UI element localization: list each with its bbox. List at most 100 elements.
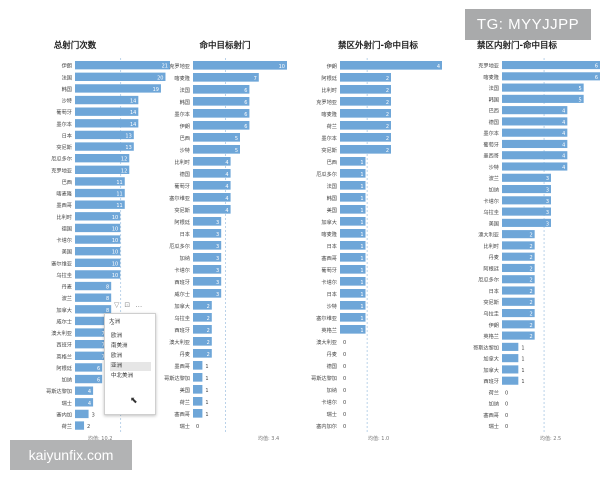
data-label: 1 (360, 280, 363, 286)
data-label: 14 (130, 99, 136, 105)
bar (340, 277, 366, 286)
bar (340, 85, 391, 94)
category-label: 墨尔本 (56, 120, 72, 128)
data-label: 1 (205, 376, 208, 382)
data-label: 11 (116, 192, 122, 198)
category-label: 沙特 (489, 163, 499, 171)
category-label: 葡萄牙 (321, 266, 337, 274)
bar (193, 373, 203, 382)
category-label: 日本 (327, 290, 337, 298)
data-label: 3 (216, 244, 219, 250)
category-label: 荷兰 (489, 388, 499, 396)
bar (340, 157, 366, 166)
data-label: 7 (101, 343, 104, 349)
bar (75, 130, 134, 140)
category-label: 澳大利亚 (169, 338, 190, 346)
category-label: 加纳 (489, 185, 499, 193)
bar (502, 309, 535, 318)
data-label: 3 (546, 221, 549, 227)
data-label: 1 (205, 400, 208, 406)
data-label: 5 (578, 86, 581, 92)
bar (502, 196, 551, 205)
bar (193, 61, 287, 70)
bar (75, 61, 170, 70)
data-label: 0 (505, 413, 508, 419)
data-label: 1 (360, 244, 363, 250)
popup-item[interactable]: 欧洲 (111, 333, 123, 339)
bar (502, 83, 584, 92)
data-label: 4 (562, 131, 565, 137)
category-label: 塞尔维亚 (169, 194, 190, 202)
category-label: 瑞士 (489, 422, 499, 430)
category-label: 英格兰 (56, 352, 72, 360)
chart-title: 总射门次数 (54, 40, 97, 51)
data-label: 2 (87, 424, 90, 430)
bar (75, 351, 107, 360)
bar (193, 349, 212, 358)
bar (502, 241, 535, 250)
category-label: 澳大利亚 (51, 329, 72, 337)
data-label: 1 (360, 160, 363, 166)
data-label: 3 (216, 280, 219, 286)
category-label: 加纳 (489, 400, 499, 408)
bar (75, 142, 134, 151)
category-label: 墨西哥 (483, 153, 499, 160)
category-label: 波兰 (489, 174, 499, 182)
category-label: 哥斯达黎加 (473, 343, 499, 351)
filter-icon[interactable]: ▽ (114, 301, 120, 309)
bar (340, 97, 391, 106)
bar (193, 313, 212, 322)
bar (75, 177, 125, 186)
popup-item[interactable]: 南美洲 (111, 343, 128, 349)
category-label: 阿根廷 (56, 364, 72, 372)
category-label: 卡塔尔 (56, 236, 72, 244)
expand-icon[interactable]: ⊡ (124, 301, 131, 309)
bar (75, 212, 121, 221)
bar (340, 61, 442, 70)
category-label: 克罗地亚 (51, 166, 72, 174)
bar (502, 218, 551, 227)
chevron-up-icon[interactable]: ⌃ (110, 323, 116, 330)
data-label: 10 (112, 250, 118, 256)
category-label: 波兰 (62, 294, 72, 302)
bar (75, 188, 125, 198)
category-label: 美国 (327, 206, 337, 214)
data-label: 4 (562, 165, 565, 171)
data-label: 3 (546, 199, 549, 205)
category-label: 加拿大 (321, 218, 337, 226)
chart-title: 禁区外射门-命中目标 (337, 40, 419, 51)
category-label: 喀麦隆 (56, 190, 72, 198)
bar (340, 145, 391, 154)
data-label: 0 (196, 424, 199, 430)
popup-item[interactable]: 中北美洲 (111, 373, 134, 379)
category-label: 德国 (62, 224, 72, 232)
category-label: 韩国 (62, 85, 72, 93)
bar (340, 241, 366, 250)
data-label: 0 (343, 364, 346, 370)
category-label: 加纳 (62, 376, 72, 384)
category-label: 荷兰 (62, 422, 72, 430)
popup-item-selected[interactable]: 亚洲 (110, 362, 151, 371)
more-options-icon[interactable]: … (135, 301, 143, 309)
popup-item[interactable]: 欧洲 (111, 353, 123, 359)
bar (75, 386, 94, 395)
data-label: 10 (112, 226, 118, 232)
category-label: 巴西 (327, 159, 337, 166)
watermark-bottom: kaiyunfix.com (10, 440, 132, 470)
bar (340, 109, 391, 118)
data-label: 2 (529, 278, 532, 284)
data-label: 3 (92, 412, 95, 418)
category-label: 克罗地亚 (169, 62, 190, 70)
data-label: 2 (207, 340, 210, 346)
bar (193, 253, 222, 262)
category-label: 阿根廷 (483, 264, 499, 272)
category-label: 塞尔维亚 (316, 314, 337, 322)
category-label: 塞内加 (56, 410, 72, 418)
bar (193, 397, 203, 406)
bar (75, 363, 103, 372)
data-label: 1 (360, 328, 363, 334)
bar (193, 133, 240, 142)
bar (193, 265, 222, 274)
data-label: 4 (562, 109, 565, 115)
bar (193, 109, 250, 118)
